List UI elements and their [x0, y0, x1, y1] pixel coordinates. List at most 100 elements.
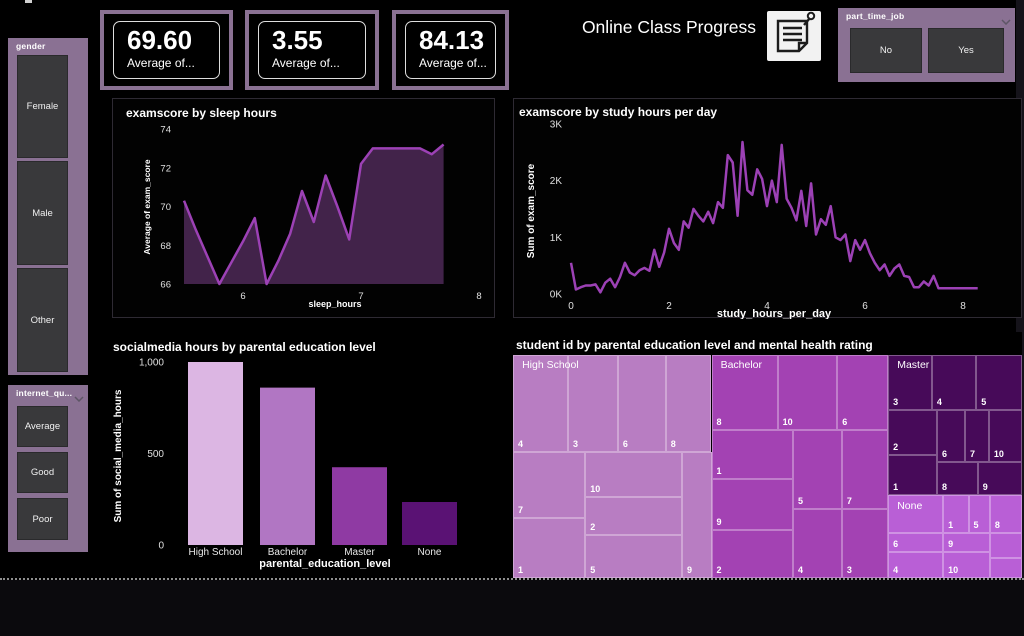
study-line[interactable]	[569, 140, 978, 294]
x-tick-label: 0	[568, 301, 574, 312]
internet-option-average[interactable]: Average	[17, 406, 68, 447]
treemap-cell-value: 1	[948, 520, 954, 531]
treemap-cell-high-school-4[interactable]: 4	[513, 355, 568, 452]
bar-bachelor[interactable]	[260, 387, 315, 545]
treemap-cell-master-8[interactable]: 8	[936, 462, 978, 496]
gender-option-male[interactable]: Male	[17, 161, 68, 265]
treemap-panel[interactable]: student id by parental education level a…	[513, 332, 1022, 578]
treemap-cell-high-school-6[interactable]: 6	[617, 355, 666, 452]
sleep-area-fill	[184, 144, 444, 284]
treemap-cell-value: 3	[893, 397, 899, 408]
y-tick-label: 2K	[550, 176, 563, 187]
internet-quality-slicer[interactable]: internet_qu... Average Good Poor	[8, 385, 88, 552]
treemap-cell-value: 8	[716, 416, 722, 427]
treemap-cell-none-8[interactable]: 8	[989, 495, 1022, 534]
treemap-cell-high-school-7[interactable]: 7	[513, 452, 586, 518]
sleep-line[interactable]	[182, 143, 445, 286]
x-tick-label: 6	[862, 301, 868, 312]
y-tick-label: 0K	[550, 290, 563, 301]
treemap-cell-master-6[interactable]: 6	[936, 410, 965, 463]
internet-option-good[interactable]: Good	[17, 452, 68, 493]
treemap-area: 4 3 6 8 7 1 10 2 5 9 High School 8 10 6 1 9 2 5 7 4 3 Bachelo…	[513, 355, 1022, 578]
treemap-cell-value: 8	[941, 482, 947, 493]
treemap-cell-master-3[interactable]: 3	[888, 355, 932, 411]
treemap-cell-master-9[interactable]: 9	[977, 462, 1022, 496]
bar-category-label: None	[418, 547, 442, 558]
kpi-card-attendance[interactable]: 84.13 Average of...	[392, 10, 509, 90]
treemap-cell-none-5[interactable]: 5	[968, 495, 990, 534]
treemap-cell-high-school-2[interactable]: 2	[585, 496, 682, 535]
social-media-bar-chart-panel[interactable]: socialmedia hours by parental education …	[110, 332, 495, 578]
treemap-cell-none-4[interactable]: 4	[888, 552, 944, 578]
treemap-cell-value: 9	[716, 517, 722, 528]
treemap-cell-none[interactable]	[888, 495, 944, 534]
treemap-cell-high-school-10[interactable]: 10	[585, 452, 682, 497]
kpi-label: Average of...	[127, 55, 195, 70]
internet-quality-slicer-label: internet_qu...	[16, 388, 73, 398]
treemap-cell-bachelor-9[interactable]: 9	[711, 478, 793, 531]
notepad-icon	[766, 8, 823, 63]
treemap-cell-bachelor-3[interactable]: 3	[841, 508, 889, 578]
treemap-cell-value: 9	[686, 564, 692, 575]
treemap-cell-value: 5	[797, 495, 803, 506]
part-time-job-slicer-label: part_time_job	[846, 11, 905, 21]
chevron-down-icon[interactable]	[1001, 12, 1011, 30]
treemap-cell-bachelor-4[interactable]: 4	[792, 508, 842, 578]
treemap-group-label-none: None	[897, 499, 923, 512]
bar-none[interactable]	[402, 501, 457, 545]
treemap-cell-bachelor-5[interactable]: 5	[792, 429, 842, 509]
treemap-cell-master-10[interactable]: 10	[988, 410, 1022, 463]
treemap-cell-master-7[interactable]: 7	[964, 410, 989, 463]
y-tick-label: 0	[158, 541, 164, 552]
treemap-cell-bachelor-7[interactable]: 7	[841, 429, 889, 509]
study-hours-chart-panel[interactable]: examscore by study hours per day 0K 1K 2K 3…	[513, 98, 1022, 319]
treemap-cell-bachelor-6[interactable]: 6	[837, 355, 889, 430]
treemap-cell-bachelor-2[interactable]: 2	[711, 530, 793, 578]
treemap-cell-master-2[interactable]: 2	[888, 410, 937, 456]
treemap-cell-bachelor-1[interactable]: 1	[711, 429, 793, 479]
bar-chart-svg: High School Bachelor Master None 0 500 1,000 Su…	[113, 358, 457, 570]
part-time-job-option-yes[interactable]: Yes	[928, 28, 1004, 73]
treemap-cell-value: 10	[948, 564, 959, 575]
treemap-cell-high-school-5[interactable]: 5	[585, 534, 682, 578]
kpi-card-inner: 69.60 Average of...	[113, 21, 220, 79]
part-time-job-slicer[interactable]: part_time_job No Yes	[838, 8, 1015, 82]
treemap-cell-high-school-3[interactable]: 3	[567, 355, 618, 452]
treemap-cell-master-1[interactable]: 1	[888, 455, 937, 496]
treemap-cell-none-9[interactable]: 9	[943, 533, 990, 553]
chevron-down-icon[interactable]	[74, 389, 84, 407]
treemap-cell-bachelor-8[interactable]: 8	[711, 355, 778, 430]
part-time-job-option-no[interactable]: No	[850, 28, 922, 73]
treemap-cell-none-1[interactable]: 1	[943, 495, 969, 534]
treemap-group-label-high-school: High School	[522, 359, 579, 372]
treemap-cell-master-5[interactable]: 5	[976, 355, 1022, 411]
x-axis-title: parental_education_level	[259, 558, 390, 570]
chart-title: socialmedia hours by parental education …	[113, 340, 376, 354]
treemap-cell-high-school-8[interactable]: 8	[665, 355, 712, 452]
treemap-cell-value: 7	[518, 504, 524, 515]
y-tick-label: 70	[160, 202, 171, 213]
bar-master[interactable]	[332, 467, 387, 545]
y-tick-label: 68	[160, 241, 171, 252]
treemap-cell-none[interactable]	[989, 533, 1022, 558]
treemap-cell-none[interactable]	[989, 557, 1022, 578]
bar-category-label: Master	[344, 547, 375, 558]
treemap-cell-none-10[interactable]: 10	[943, 552, 990, 578]
treemap-cell-none-6[interactable]: 6	[888, 533, 944, 553]
kpi-card-exam-score[interactable]: 69.60 Average of...	[100, 10, 233, 90]
gender-slicer[interactable]: gender Female Male Other	[8, 38, 88, 375]
bottom-band	[0, 580, 1024, 636]
y-axis-title: Sum of exam_score	[526, 163, 537, 258]
bar-high-school[interactable]	[188, 362, 243, 545]
gender-option-female[interactable]: Female	[17, 55, 68, 158]
sleep-hours-chart-panel[interactable]: examscore by sleep hours 66 68 70 72 74 6 7 8 Av…	[112, 98, 495, 318]
treemap-cell-high-school-9[interactable]: 9	[681, 452, 712, 578]
selection-handle[interactable]	[25, 0, 32, 3]
gender-option-other[interactable]: Other	[17, 268, 68, 372]
treemap-cell-bachelor-10[interactable]: 10	[777, 355, 838, 430]
kpi-card-study-hours[interactable]: 3.55 Average of...	[245, 10, 379, 90]
treemap-cell-value: 5	[973, 520, 979, 531]
internet-option-poor[interactable]: Poor	[17, 498, 68, 540]
treemap-cell-master-4[interactable]: 4	[931, 355, 977, 411]
treemap-cell-high-school-1[interactable]: 1	[513, 517, 586, 578]
